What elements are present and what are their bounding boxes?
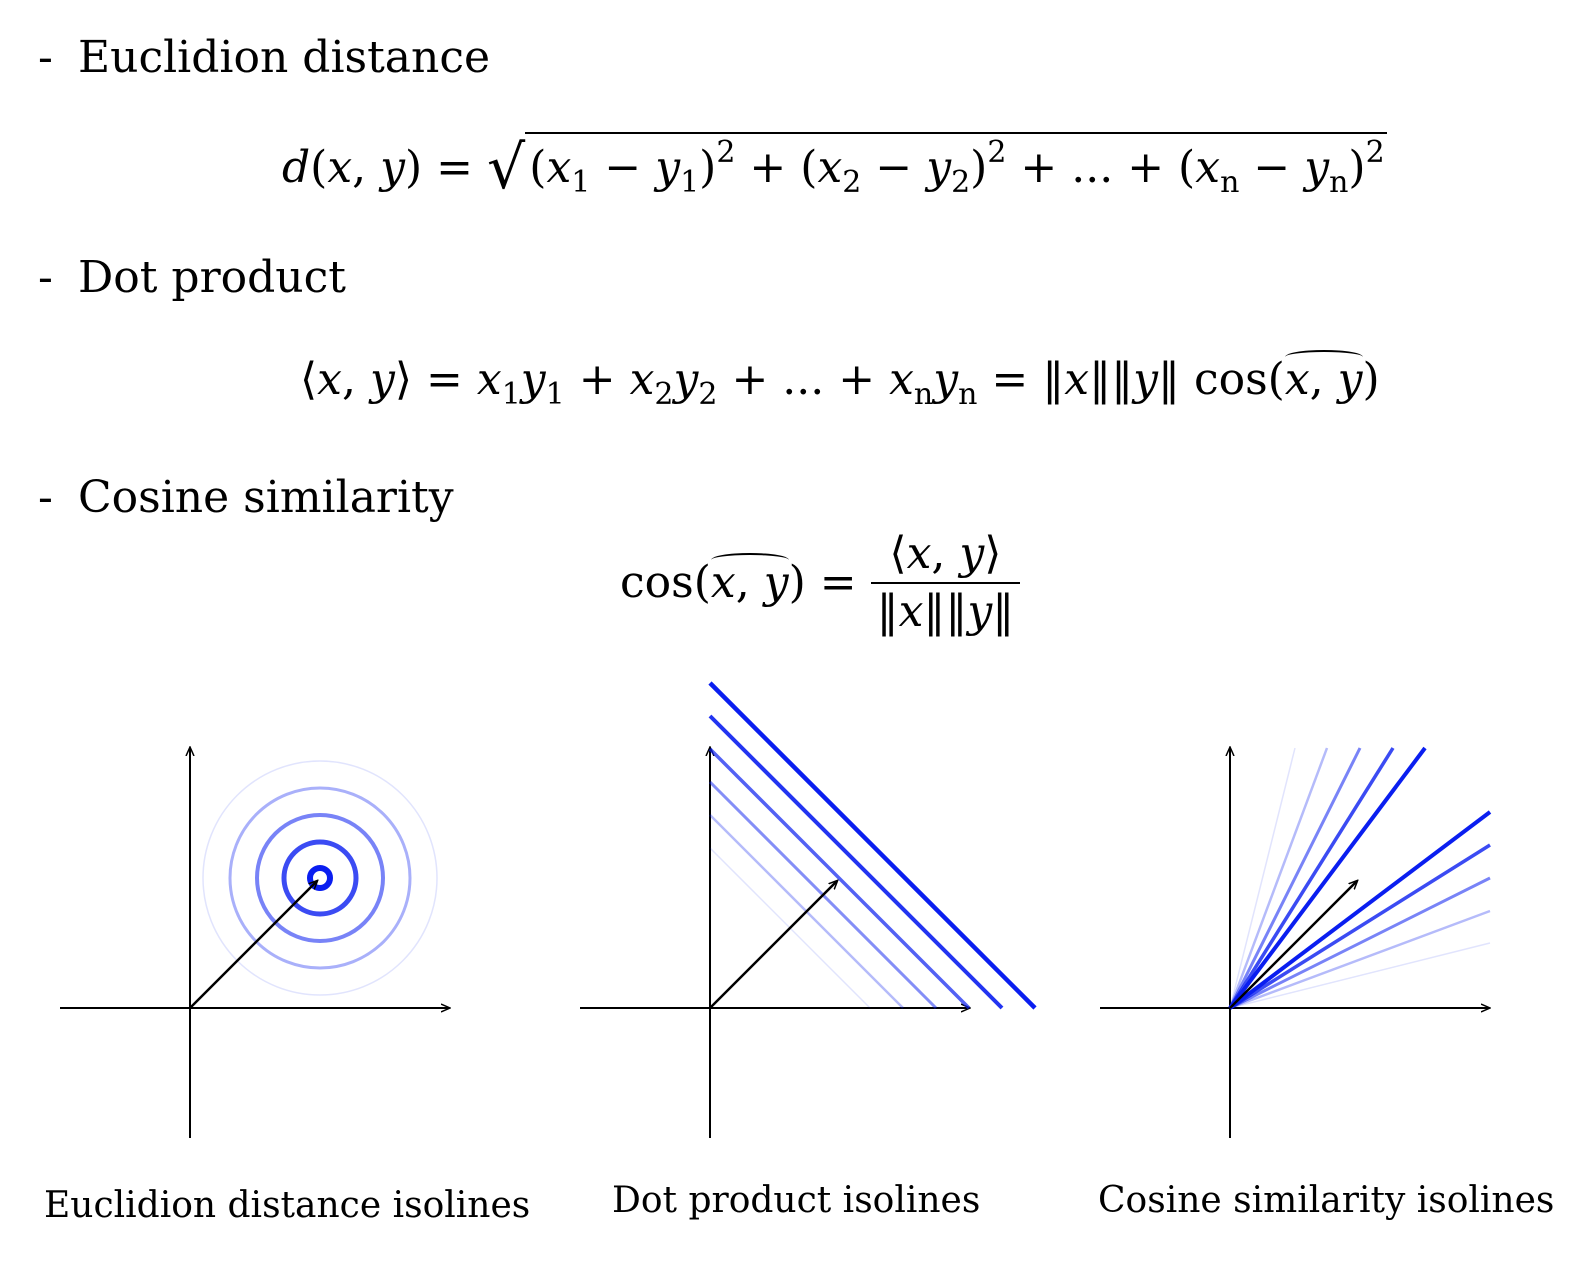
isoline-ray bbox=[1228, 747, 1329, 1009]
isoline-ray bbox=[1228, 747, 1362, 1009]
bullet-dash: - bbox=[38, 472, 53, 523]
section-title: Cosine similarity bbox=[78, 472, 454, 523]
vector-arrow bbox=[709, 881, 837, 1009]
isoline-circle bbox=[255, 813, 385, 943]
bullet-dash: - bbox=[38, 252, 53, 303]
isoline-ray bbox=[1229, 942, 1491, 1009]
isoline-ray bbox=[1228, 810, 1492, 1010]
vector-arrow bbox=[1229, 881, 1357, 1009]
isoline-ray bbox=[1229, 843, 1491, 1010]
section-heading-cosine: - Cosine similarity bbox=[38, 472, 454, 523]
bullet-dash: - bbox=[38, 32, 53, 83]
vector-arrow bbox=[189, 881, 317, 1009]
cosine-isolines-diagram bbox=[1100, 740, 1492, 1138]
cosine-formula: cos(x, y) = ⟨x, y⟩ ‖x‖‖y‖ bbox=[620, 532, 1021, 634]
caption-euclidean: Euclidion distance isolines bbox=[44, 1185, 531, 1226]
isoline-circle bbox=[307, 865, 333, 891]
isoline-circle bbox=[281, 839, 359, 917]
isoline bbox=[708, 747, 971, 1010]
isoline-ray bbox=[1229, 747, 1296, 1009]
caption-dot-product: Dot product isolines bbox=[612, 1180, 981, 1221]
section-heading-euclid: - Euclidion distance bbox=[38, 32, 490, 83]
isoline-ray bbox=[1229, 909, 1491, 1010]
isoline-ray bbox=[1228, 747, 1395, 1009]
isoline bbox=[708, 681, 1037, 1010]
section-heading-dot: - Dot product bbox=[38, 252, 346, 303]
euclidean-formula: d(x, y) = √(x1 − y1)2 + (x2 − y2)2 + ...… bbox=[282, 132, 1387, 203]
euclidean-isolines-diagram bbox=[60, 740, 455, 1138]
section-title: Dot product bbox=[78, 252, 346, 303]
caption-cosine: Cosine similarity isolines bbox=[1098, 1180, 1555, 1221]
isoline bbox=[708, 714, 1004, 1010]
isoline-ray bbox=[1228, 746, 1427, 1010]
isoline-circle bbox=[202, 760, 438, 996]
dot-product-formula: ⟨x, y⟩ = x1y1 + x2y2 + ... + xnyn = ‖x‖‖… bbox=[300, 350, 1380, 412]
dot-product-isolines-diagram bbox=[580, 681, 1037, 1138]
section-title: Euclidion distance bbox=[78, 32, 491, 83]
isoline-ray bbox=[1229, 876, 1491, 1010]
isoline-circle bbox=[228, 786, 412, 970]
